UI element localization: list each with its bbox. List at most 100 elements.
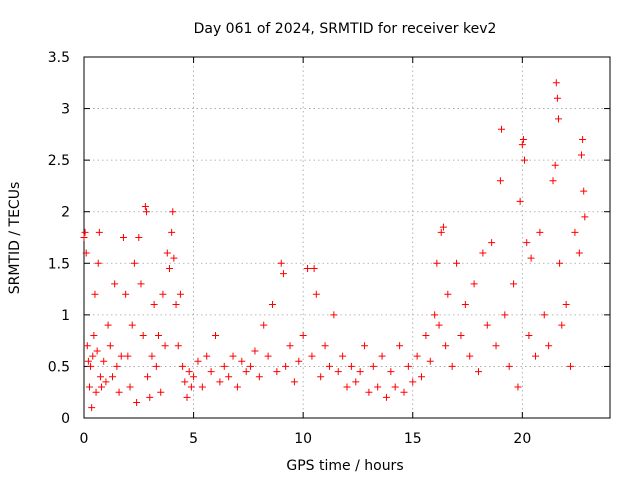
data-point [442, 342, 450, 350]
data-point [439, 223, 447, 231]
data-point [187, 383, 195, 391]
data-point [299, 331, 307, 339]
data-point [130, 259, 138, 267]
data-point [152, 362, 160, 370]
data-point [163, 249, 171, 257]
data-point [387, 368, 395, 376]
data-point [343, 383, 351, 391]
data-point [85, 383, 93, 391]
data-point [334, 368, 342, 376]
data-point [545, 342, 553, 350]
data-point [488, 239, 496, 247]
data-point [448, 362, 456, 370]
data-point [282, 362, 290, 370]
data-point [135, 234, 143, 241]
data-point [523, 239, 531, 247]
data-point [225, 373, 233, 381]
data-point [255, 373, 263, 381]
x-tick-label: 10 [294, 431, 312, 447]
data-point [220, 362, 228, 370]
data-point [457, 331, 465, 339]
data-point [260, 321, 268, 329]
data-point [161, 342, 169, 350]
data-point [176, 290, 184, 298]
data-point [273, 368, 281, 376]
data-point [525, 331, 533, 339]
x-tick-label: 5 [189, 431, 198, 447]
data-point [80, 234, 88, 241]
data-point [433, 259, 441, 267]
data-point [142, 208, 150, 216]
data-point [81, 228, 89, 236]
data-point [96, 373, 104, 381]
data-point [453, 259, 461, 267]
data-point [104, 321, 112, 329]
data-point [242, 368, 250, 376]
data-point [321, 342, 329, 350]
data-point [396, 342, 404, 350]
data-point [581, 213, 589, 221]
data-point [470, 280, 478, 288]
chart-title: Day 061 of 2024, SRMTID for receiver kev… [194, 21, 497, 37]
data-point [233, 383, 241, 391]
data-point [290, 378, 298, 386]
data-point [567, 362, 575, 370]
y-tick-label: 3 [61, 102, 70, 118]
data-point [374, 383, 382, 391]
data-point [203, 352, 211, 360]
data-point [144, 373, 152, 381]
grid [84, 57, 610, 418]
data-point [431, 311, 439, 319]
data-point [126, 383, 134, 391]
y-tick-label: 3.5 [48, 50, 70, 66]
data-point [404, 362, 412, 370]
data-point [556, 259, 564, 267]
data-point [108, 373, 116, 381]
x-tick-label: 20 [513, 431, 531, 447]
data-point [155, 331, 163, 339]
data-point [549, 177, 557, 185]
data-point [475, 368, 482, 376]
data-point [558, 321, 566, 329]
data-point [92, 388, 100, 396]
data-point [94, 259, 102, 267]
data-point [518, 141, 526, 149]
data-point [83, 342, 91, 350]
data-point [510, 280, 518, 288]
data-point [137, 280, 145, 288]
data-point [198, 383, 206, 391]
data-point [90, 331, 98, 339]
data-point [88, 404, 96, 412]
data-point [102, 378, 110, 386]
data-point [122, 290, 130, 298]
data-point [492, 342, 500, 350]
data-point [391, 383, 399, 391]
data-point [185, 368, 193, 376]
data-point [514, 383, 522, 391]
data-point [207, 368, 215, 376]
y-tick-label: 1.5 [48, 256, 70, 272]
data-point [571, 228, 579, 236]
data-point [552, 79, 560, 87]
data-point [157, 388, 165, 396]
data-point [87, 362, 95, 370]
data-point [413, 352, 421, 360]
data-point [216, 378, 224, 386]
data-point [483, 321, 491, 329]
data-point [183, 393, 191, 401]
data-point [310, 264, 318, 272]
data-point [437, 228, 445, 236]
data-point [378, 352, 386, 360]
data-point [501, 311, 509, 319]
data-point [174, 342, 182, 350]
data-point [551, 161, 559, 169]
data-point [461, 301, 469, 309]
data-point [179, 362, 187, 370]
data-point [84, 357, 92, 365]
data-point [133, 399, 141, 407]
data-point [168, 228, 176, 236]
data-point [295, 357, 303, 365]
data-point [365, 388, 373, 396]
data-point [339, 352, 347, 360]
data-point [181, 378, 189, 386]
